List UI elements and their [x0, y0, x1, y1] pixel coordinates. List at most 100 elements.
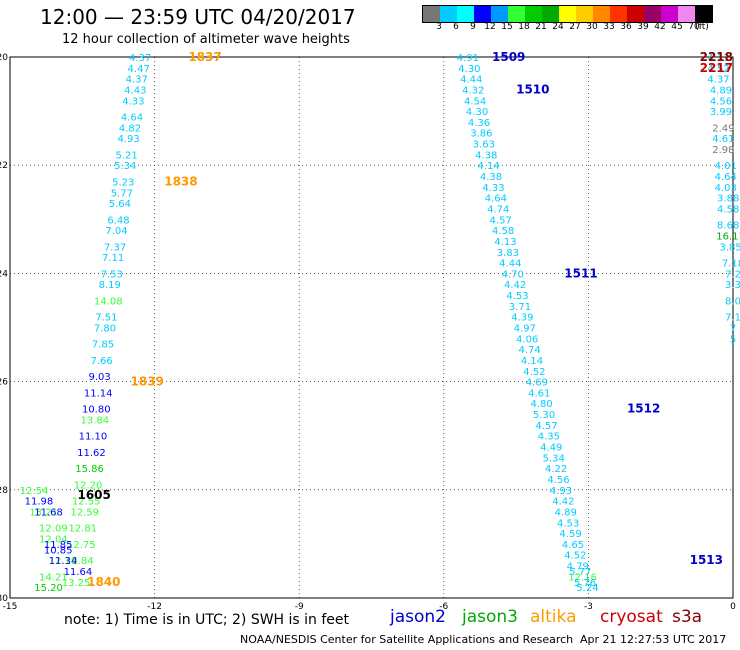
wave-height-label: 5.30 [533, 410, 555, 421]
colorbar-swatch [695, 6, 712, 22]
wave-height-label: 14.21 [39, 572, 68, 583]
colorbar-label: 18 [518, 22, 530, 32]
wave-height-label: 5.77 [111, 188, 133, 199]
wave-height-label: 5.77 [569, 567, 591, 578]
colorbar-swatch [627, 6, 644, 22]
colorbar-label: 3 [436, 22, 442, 32]
wave-height-label: 12.04 [39, 534, 68, 545]
wave-height-label: 4.11 [707, 53, 729, 64]
legend-altika: altika [530, 607, 577, 627]
wave-height-label: 4.42 [504, 280, 526, 291]
wave-height-label: 12.75 [67, 540, 96, 551]
wave-height-label: 5.23 [112, 177, 134, 188]
wave-height-label: 4.54 [464, 96, 486, 107]
wave-height-label: 12.84 [65, 556, 94, 567]
colorbar-label: 45 [671, 22, 683, 32]
wave-height-label: 4.74 [487, 204, 509, 215]
wave-height-label: 4.33 [482, 183, 504, 194]
chart-subtitle: 12 hour collection of altimeter wave hei… [62, 32, 350, 47]
colorbar-label: (ft) [695, 22, 709, 32]
wave-height-label: 11.68 [34, 507, 63, 518]
chart-title: 12:00 — 23:59 UTC 04/20/2017 [40, 5, 356, 29]
colorbar-label: 30 [586, 22, 598, 32]
x-tick-label: -12 [147, 602, 162, 612]
colorbar-label: 36 [620, 22, 632, 32]
wave-height-label: 4.56 [710, 96, 732, 107]
wave-height-label: 13.21 [29, 507, 58, 518]
pass-time-label: 1510 [516, 82, 549, 96]
wave-height-label: 4.61 [528, 388, 550, 399]
wave-height-label: 4.53 [506, 291, 528, 302]
wave-height-label: 4.06 [516, 334, 538, 345]
colorbar-label: 15 [501, 22, 513, 32]
colorbar-swatch [423, 6, 440, 22]
wave-height-label: 4.89 [710, 85, 732, 96]
wave-height-label: 4.70 [502, 269, 524, 280]
colorbar-swatch [457, 6, 474, 22]
wave-height-label: 7.11 [102, 253, 124, 264]
wave-height-label: 2.98 [712, 145, 734, 156]
wave-height-label: 4.56 [547, 475, 569, 486]
wave-height-label: 12.54 [20, 486, 49, 497]
pass-time-label: 1838 [164, 174, 197, 188]
colorbar-label: 39 [637, 22, 649, 32]
wave-height-label: 7.66 [90, 356, 112, 367]
colorbar-swatch [576, 6, 593, 22]
wave-height-label: 4.03 [715, 183, 737, 194]
wave-height-label: 4.97 [514, 324, 536, 335]
wave-height-label: 7.18 [722, 259, 740, 270]
wave-height-label: 4.64 [715, 172, 737, 183]
wave-height-label: 4.57 [490, 215, 512, 226]
wave-height-label: 4.14 [477, 161, 499, 172]
pass-time-label: 1837 [188, 50, 221, 64]
wave-height-label: 4.14 [521, 356, 543, 367]
wave-height-label: 4.32 [462, 85, 484, 96]
wave-height-label: 6.48 [107, 215, 129, 226]
x-tick-label: 0 [730, 602, 736, 612]
wave-height-label: 4.52 [564, 551, 586, 562]
colorbar-label: 21 [535, 22, 547, 32]
wave-height-label: 4.43 [124, 85, 146, 96]
wave-height-label: 4.38 [475, 150, 497, 161]
colorbar-swatch [559, 6, 576, 22]
wave-height-label: 8.19 [99, 280, 121, 291]
colorbar-swatch [542, 6, 559, 22]
colorbar-swatch [491, 6, 508, 22]
wave-height-label: 4.37 [707, 75, 729, 86]
colorbar-swatch [474, 6, 491, 22]
wave-height-label: 12.19 [49, 556, 78, 567]
x-tick-label: -3 [584, 602, 593, 612]
wave-height-label: 4.13 [494, 237, 516, 248]
legend-jason2: jason2 [390, 607, 446, 627]
wave-height-label: 7.80 [94, 324, 116, 335]
colorbar-swatch [610, 6, 627, 22]
pass-time-label: 1605 [77, 488, 110, 502]
wave-height-label: 4.44 [499, 259, 521, 270]
wave-height-label: 4.74 [518, 345, 540, 356]
x-tick-label: -9 [295, 602, 304, 612]
wave-height-label: 4.82 [119, 123, 141, 134]
wave-height-label: 15.86 [75, 464, 104, 475]
y-tick-label: -20 [0, 53, 8, 63]
colorbar-swatch [593, 6, 610, 22]
footer-org: NOAA/NESDIS Center for Satellite Applica… [240, 633, 574, 646]
wave-height-label: 15.20 [34, 583, 63, 594]
wave-height-label: 7.2 [725, 269, 740, 280]
wave-height-label: 4.79 [567, 562, 589, 573]
colorbar-labels: 3 6 9 12 15 18 21 24 27 30 33 36 39 42 45 70 (ft) [422, 22, 740, 34]
wave-height-label: 11.62 [77, 448, 106, 459]
wave-height-label: 3.86 [470, 129, 492, 140]
colorbar-label: 33 [603, 22, 615, 32]
wave-height-label: 12.55 [72, 497, 101, 508]
wave-height-label: 5.34 [114, 161, 136, 172]
wave-height-label: 4.47 [128, 64, 150, 75]
wave-height-label: 7.51 [95, 313, 117, 324]
colorbar-label: 12 [484, 22, 496, 32]
pass-time-label: 2218 [700, 50, 733, 64]
wave-height-label: 4.80 [531, 399, 553, 410]
pass-time-label: 1840 [87, 575, 120, 589]
wave-height-label: 16.11 [716, 232, 740, 243]
wave-height-label: 4.93 [550, 486, 572, 497]
wave-height-label: 4.01 [715, 161, 737, 172]
wave-height-label: 11.34 [49, 556, 78, 567]
